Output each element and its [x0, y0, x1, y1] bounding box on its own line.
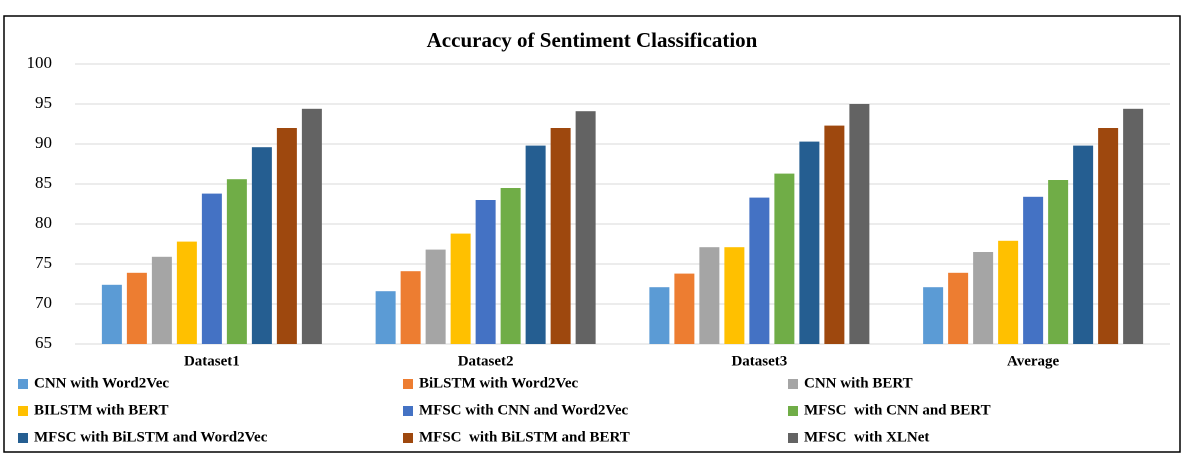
legend-label: MFSC with XLNet	[804, 429, 929, 445]
x-tick-label: Dataset3	[731, 353, 787, 369]
y-tick-label: 95	[35, 93, 52, 112]
bar	[1073, 145, 1094, 344]
bar	[500, 188, 521, 344]
legend-label: BILSTM with BERT	[34, 402, 169, 418]
legend-swatch	[18, 406, 28, 416]
legend-label: MFSC with CNN and BERT	[804, 402, 991, 418]
legend-label: CNN with Word2Vec	[34, 375, 169, 391]
x-tick-label: Dataset1	[184, 353, 240, 369]
y-tick-label: 65	[35, 333, 52, 352]
bar	[774, 173, 795, 344]
bar	[425, 249, 446, 344]
bar	[1023, 196, 1044, 344]
legend-swatch	[403, 406, 413, 416]
bar	[400, 271, 421, 344]
legend-label: MFSC with BiLSTM and Word2Vec	[34, 429, 268, 445]
legend-swatch	[18, 433, 28, 443]
legend-swatch	[788, 379, 798, 389]
bar	[575, 111, 596, 344]
legend-swatch	[18, 379, 28, 389]
bar	[649, 287, 670, 344]
y-tick-label: 85	[35, 173, 52, 192]
legend-swatch	[788, 433, 798, 443]
y-tick-label: 75	[35, 253, 52, 272]
legend-swatch	[788, 406, 798, 416]
bar	[226, 179, 247, 344]
bar	[1098, 128, 1119, 344]
legend-label: MFSC with BiLSTM and BERT	[419, 429, 630, 445]
bar	[799, 141, 820, 344]
bar	[475, 200, 496, 344]
x-tick-label: Dataset2	[458, 353, 514, 369]
bar	[923, 287, 944, 344]
bar	[973, 252, 994, 344]
bar	[251, 147, 272, 344]
bar	[824, 125, 845, 344]
bar	[1123, 108, 1144, 344]
legend-swatch	[403, 379, 413, 389]
bar	[1048, 180, 1069, 344]
bar	[176, 241, 197, 344]
legend-label: MFSC with CNN and Word2Vec	[419, 402, 629, 418]
bar	[749, 197, 770, 344]
bar	[101, 284, 122, 344]
bar	[450, 233, 471, 344]
legend-swatch	[403, 433, 413, 443]
bar	[525, 145, 546, 344]
bar	[849, 104, 870, 344]
legend-label: CNN with BERT	[804, 375, 913, 391]
chart-title: Accuracy of Sentiment Classification	[427, 28, 758, 52]
bar	[375, 291, 396, 344]
bar	[301, 108, 322, 344]
bar	[674, 273, 695, 344]
x-tick-label: Average	[1007, 353, 1060, 369]
bar	[126, 272, 147, 344]
bar	[699, 247, 720, 344]
bar	[276, 128, 297, 344]
y-tick-label: 80	[35, 213, 52, 232]
legend-label: BiLSTM with Word2Vec	[419, 375, 579, 391]
bar	[724, 247, 745, 344]
y-tick-label: 90	[35, 133, 52, 152]
bar	[201, 193, 222, 344]
y-tick-label: 100	[27, 53, 53, 72]
y-tick-label: 70	[35, 293, 52, 312]
bar	[151, 256, 172, 344]
bar	[550, 128, 571, 344]
bar	[998, 240, 1019, 344]
bar	[948, 272, 969, 344]
